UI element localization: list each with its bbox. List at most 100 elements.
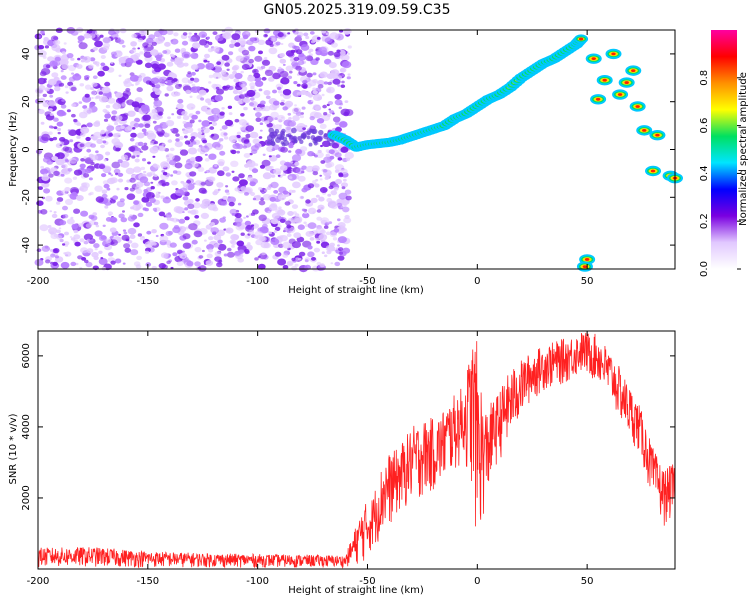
noise-speckle <box>112 195 119 200</box>
noise-speckle <box>260 100 266 105</box>
noise-speckle <box>69 139 74 143</box>
noise-speckle <box>106 125 115 132</box>
noise-speckle <box>255 117 262 122</box>
noise-speckle <box>264 56 268 60</box>
noise-speckle <box>44 111 52 117</box>
noise-speckle <box>145 201 153 207</box>
top-x-axis: -200 -150 -100 -50 0 50 <box>27 30 594 287</box>
noise-speckle <box>79 83 85 87</box>
noise-speckle <box>49 60 58 67</box>
noise-speckle <box>290 220 296 224</box>
noise-speckle <box>324 176 329 180</box>
noise-speckle <box>345 195 352 201</box>
noise-speckle <box>192 42 201 49</box>
noise-speckle <box>271 148 276 152</box>
noise-speckle <box>56 80 62 84</box>
noise-speckle <box>322 140 331 147</box>
noise-speckle <box>234 42 241 47</box>
noise-speckle <box>124 247 132 253</box>
colorbar-tick-label: 0.4 <box>699 165 710 181</box>
noise-speckle <box>69 187 79 194</box>
noise-speckle <box>125 167 135 175</box>
noise-speckle <box>285 220 292 226</box>
noise-speckle <box>204 153 208 156</box>
noise-speckle <box>71 223 79 229</box>
noise-speckle <box>103 118 109 122</box>
noise-speckle <box>279 53 285 58</box>
noise-speckle <box>262 153 266 156</box>
noise-speckle <box>277 32 284 38</box>
noise-speckle <box>143 51 153 58</box>
noise-speckle <box>301 83 308 89</box>
noise-speckle <box>317 96 322 100</box>
noise-speckle <box>143 47 148 51</box>
noise-speckle <box>130 132 137 138</box>
noise-speckle <box>205 98 212 104</box>
noise-speckle <box>339 67 347 73</box>
noise-speckle <box>291 127 297 134</box>
noise-speckle <box>206 66 210 69</box>
noise-speckle <box>139 150 143 153</box>
noise-speckle <box>336 49 341 53</box>
noise-speckle <box>133 200 140 205</box>
noise-speckle <box>51 213 58 219</box>
noise-speckle <box>282 106 289 111</box>
noise-speckle <box>109 216 117 223</box>
noise-speckle <box>307 51 311 54</box>
noise-speckle <box>159 123 163 126</box>
noise-speckle <box>261 159 271 167</box>
noise-speckle <box>56 201 61 205</box>
noise-speckle <box>150 77 160 84</box>
noise-speckle <box>72 176 78 180</box>
noise-speckle <box>180 47 187 52</box>
noise-speckle <box>204 239 207 242</box>
noise-speckle <box>251 168 259 174</box>
noise-speckle <box>249 97 255 101</box>
noise-speckle <box>158 116 162 119</box>
noise-speckle <box>165 120 175 127</box>
noise-speckle <box>340 84 346 88</box>
noise-speckle <box>333 228 340 233</box>
noise-speckle <box>205 169 210 174</box>
noise-speckle <box>68 129 77 136</box>
noise-speckle <box>48 100 57 107</box>
noise-speckle <box>190 52 199 59</box>
noise-speckle <box>88 192 92 196</box>
noise-speckle <box>161 183 166 187</box>
noise-speckle <box>316 216 323 221</box>
noise-speckle <box>245 31 250 35</box>
noise-speckle <box>234 142 240 147</box>
noise-speckle <box>278 66 282 70</box>
noise-speckle <box>102 140 107 144</box>
noise-speckle <box>284 201 291 206</box>
noise-speckle <box>153 87 160 92</box>
noise-speckle <box>61 163 68 169</box>
noise-speckle <box>56 121 64 127</box>
noise-speckle <box>79 185 88 192</box>
noise-speckle <box>187 210 192 214</box>
noise-speckle <box>90 87 95 91</box>
noise-speckle <box>312 90 318 95</box>
noise-speckle <box>257 39 265 45</box>
noise-speckle <box>272 89 277 94</box>
noise-speckle <box>220 200 228 206</box>
noise-speckle <box>184 140 191 145</box>
noise-speckle <box>231 33 241 41</box>
noise-speckle <box>194 155 203 162</box>
noise-speckle <box>68 157 77 164</box>
noise-speckle <box>91 82 98 87</box>
noise-speckle <box>329 205 332 208</box>
noise-speckle <box>102 108 108 113</box>
noise-speckle <box>321 251 325 254</box>
y-tick-label: -20 <box>21 189 32 205</box>
noise-speckle <box>312 104 321 110</box>
top-x-axis-label: Height of straight line (km) <box>288 285 424 296</box>
noise-speckle <box>335 178 342 185</box>
noise-speckle <box>249 102 255 107</box>
noise-speckle <box>274 226 281 231</box>
noise-speckle <box>200 145 210 153</box>
noise-speckle <box>301 133 307 139</box>
noise-speckle <box>70 57 75 61</box>
top-y-axis-label: Frequency (Hz) <box>8 111 19 187</box>
noise-speckle <box>276 171 281 175</box>
